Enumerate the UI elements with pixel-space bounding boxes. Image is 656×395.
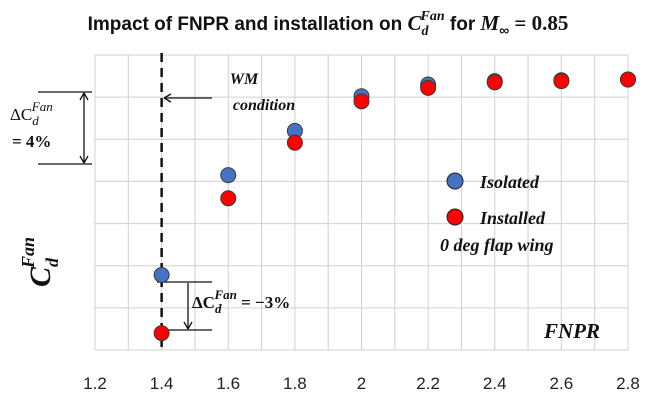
chart-title: Impact of FNPR and installation on CdFan… [88, 9, 569, 39]
reference-label-line2: condition [233, 97, 295, 114]
point-isolated-0 [153, 266, 170, 283]
x-tick-label-6: 2.4 [483, 374, 507, 393]
point-installed-0 [153, 325, 170, 342]
x-tick-label-4: 2 [357, 374, 366, 393]
legend-label-installed: Installed [479, 208, 546, 228]
point-installed-4 [420, 79, 437, 96]
delta-left-label: ΔCdFan [10, 99, 53, 128]
reference-arrow [163, 93, 212, 103]
x-tick-label-5: 2.2 [416, 374, 440, 393]
point-isolated-1 [220, 167, 237, 184]
point-installed-2 [286, 134, 303, 151]
delta-bottom-sub: d [215, 301, 222, 316]
y-axis-label: Cd Fan [18, 237, 62, 287]
legend-swatch-isolated [446, 172, 464, 190]
x-tick-label-0: 1.2 [83, 374, 107, 393]
x-tick-label-2: 1.6 [216, 374, 240, 393]
point-installed-6 [553, 73, 570, 90]
point-installed-7 [620, 71, 636, 88]
title-sym: C [407, 11, 422, 35]
delta-left-value: = 4% [12, 132, 51, 151]
delta-left-prefix: ΔC [10, 105, 32, 124]
delta-left-bracket [38, 91, 92, 165]
legend: Isolated Installed 0 deg flap wing [440, 172, 554, 255]
title-sup: Fan [419, 9, 444, 24]
delta-bottom-label: ΔCdFan = −3% [192, 287, 290, 316]
point-installed-3 [353, 93, 370, 110]
point-installed-5 [486, 74, 503, 91]
x-tick-label-3: 1.8 [283, 374, 307, 393]
title-mid: for [445, 14, 481, 35]
legend-label-installed-line2: 0 deg flap wing [440, 235, 554, 255]
legend-label-isolated: Isolated [479, 172, 540, 192]
delta-bottom-suffix: = −3% [237, 293, 290, 312]
delta-left-sup: Fan [31, 99, 53, 114]
reference-label-line1: WM [230, 71, 259, 88]
y-axis-sub: d [42, 257, 62, 267]
title-mach-val: = 0.85 [509, 11, 568, 35]
data-points [153, 71, 636, 342]
x-axis-label: FNPR [543, 319, 600, 343]
delta-bottom-sup: Fan [213, 287, 236, 302]
title-prefix: Impact of FNPR and installation on [88, 14, 408, 35]
y-axis-sym: C [24, 266, 57, 287]
title-mach-sym: M [480, 11, 501, 35]
delta-left-sub: d [32, 113, 39, 128]
delta-bottom-prefix: ΔC [192, 293, 215, 312]
legend-swatch-installed [446, 208, 464, 226]
y-axis-sup: Fan [18, 237, 38, 269]
x-tick-label-8: 2.8 [616, 374, 640, 393]
title-mach-sub: ∞ [499, 22, 509, 38]
point-installed-1 [220, 190, 237, 207]
title-sub: d [421, 24, 429, 39]
x-tick-label-7: 2.6 [550, 374, 574, 393]
grid [94, 54, 629, 351]
x-tick-label-1: 1.4 [150, 374, 174, 393]
x-tick-labels: 1.2 1.4 1.6 1.8 2 2.2 2.4 2.6 2.8 [83, 374, 640, 393]
